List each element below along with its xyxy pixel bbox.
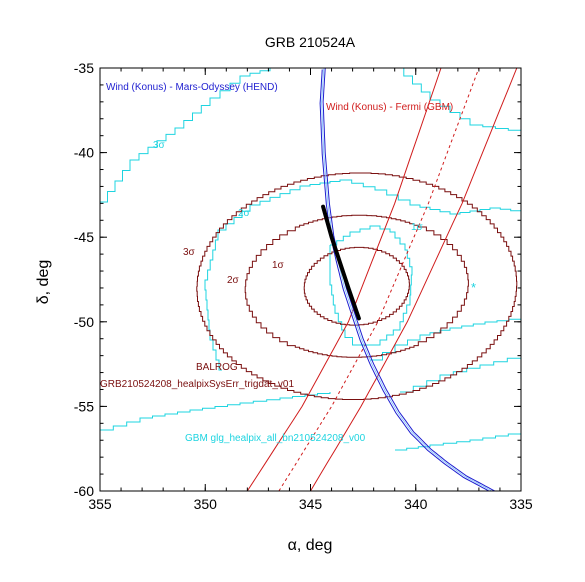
balrog-file-label: GRB210524208_healpixSysErr_trigdat_v01 [100, 379, 294, 390]
gbm-1sigma-label: 1σ [411, 222, 424, 233]
balrog-3sigma-label: 3σ [183, 247, 196, 258]
gbm-3sigma-label: 3σ [153, 140, 166, 151]
mo-annulus-inner-edge [322, 68, 496, 491]
chart-title: GRB 210524A [265, 34, 356, 50]
fermi-annulus-outer-edge [310, 68, 518, 491]
x-tick-label: 340 [404, 496, 428, 512]
fermi-annulus-inner-edge [246, 68, 442, 491]
gbm-3sigma-contour-lower-left [100, 392, 331, 431]
fermi-annulus-label: Wind (Konus) - Fermi (GBM) [326, 102, 453, 113]
gbm-2sigma-contour [204, 179, 521, 371]
balrog-2sigma-label: 2σ [227, 275, 240, 286]
balrog-2sigma-contour [244, 214, 469, 358]
x-tick-label: 355 [88, 496, 112, 512]
gbm-file-label: GBM glg_healpix_all_bn210524208_v00 [185, 433, 366, 444]
y-tick-label: -45 [74, 229, 94, 245]
gbm-center-star: * [471, 280, 476, 295]
gbm-1sigma-contour [329, 225, 413, 346]
y-axis-label: δ, deg [35, 260, 52, 305]
x-tick-label: 345 [299, 496, 323, 512]
gbm-2sigma-label: 2σ [238, 208, 251, 219]
plot-frame [99, 67, 522, 492]
balrog-label: BALROG [196, 362, 238, 373]
y-tick-label: -35 [74, 60, 94, 76]
y-tick-label: -40 [74, 145, 94, 161]
x-axis-label: α, deg [288, 537, 333, 554]
mo-annulus-outer-edge [319, 69, 490, 491]
plot-area [100, 68, 521, 491]
balrog-1sigma-contour [303, 246, 410, 326]
gbm-2sigma-contour-lower [370, 318, 521, 361]
mo-annulus-center-line [321, 68, 493, 491]
y-tick-label: -60 [74, 483, 94, 499]
x-tick-label: 350 [194, 496, 218, 512]
balrog-3sigma-contour [196, 172, 518, 400]
mo-annulus-label: Wind (Konus) - Mars-Odyssey (HEND) [106, 82, 278, 93]
y-tick-label: -50 [74, 314, 94, 330]
ipn-intersection-arc [321, 204, 361, 321]
x-tick-label: 335 [509, 496, 533, 512]
gbm-3sigma-contour-upper [100, 68, 271, 203]
fermi-annulus-center-line [278, 68, 480, 491]
y-axis-ticks: -35 -40 -45 -50 -55 -60 [74, 60, 521, 499]
y-tick-label: -55 [74, 398, 94, 414]
gbm-3sigma-contour-right [395, 68, 521, 132]
gbm-3sigma-contour-lower-right [400, 355, 521, 393]
x-axis-ticks: 355 350 345 340 335 [88, 68, 533, 512]
balrog-1sigma-label: 1σ [272, 260, 285, 271]
gbm-contour-bottom-right [395, 432, 521, 451]
